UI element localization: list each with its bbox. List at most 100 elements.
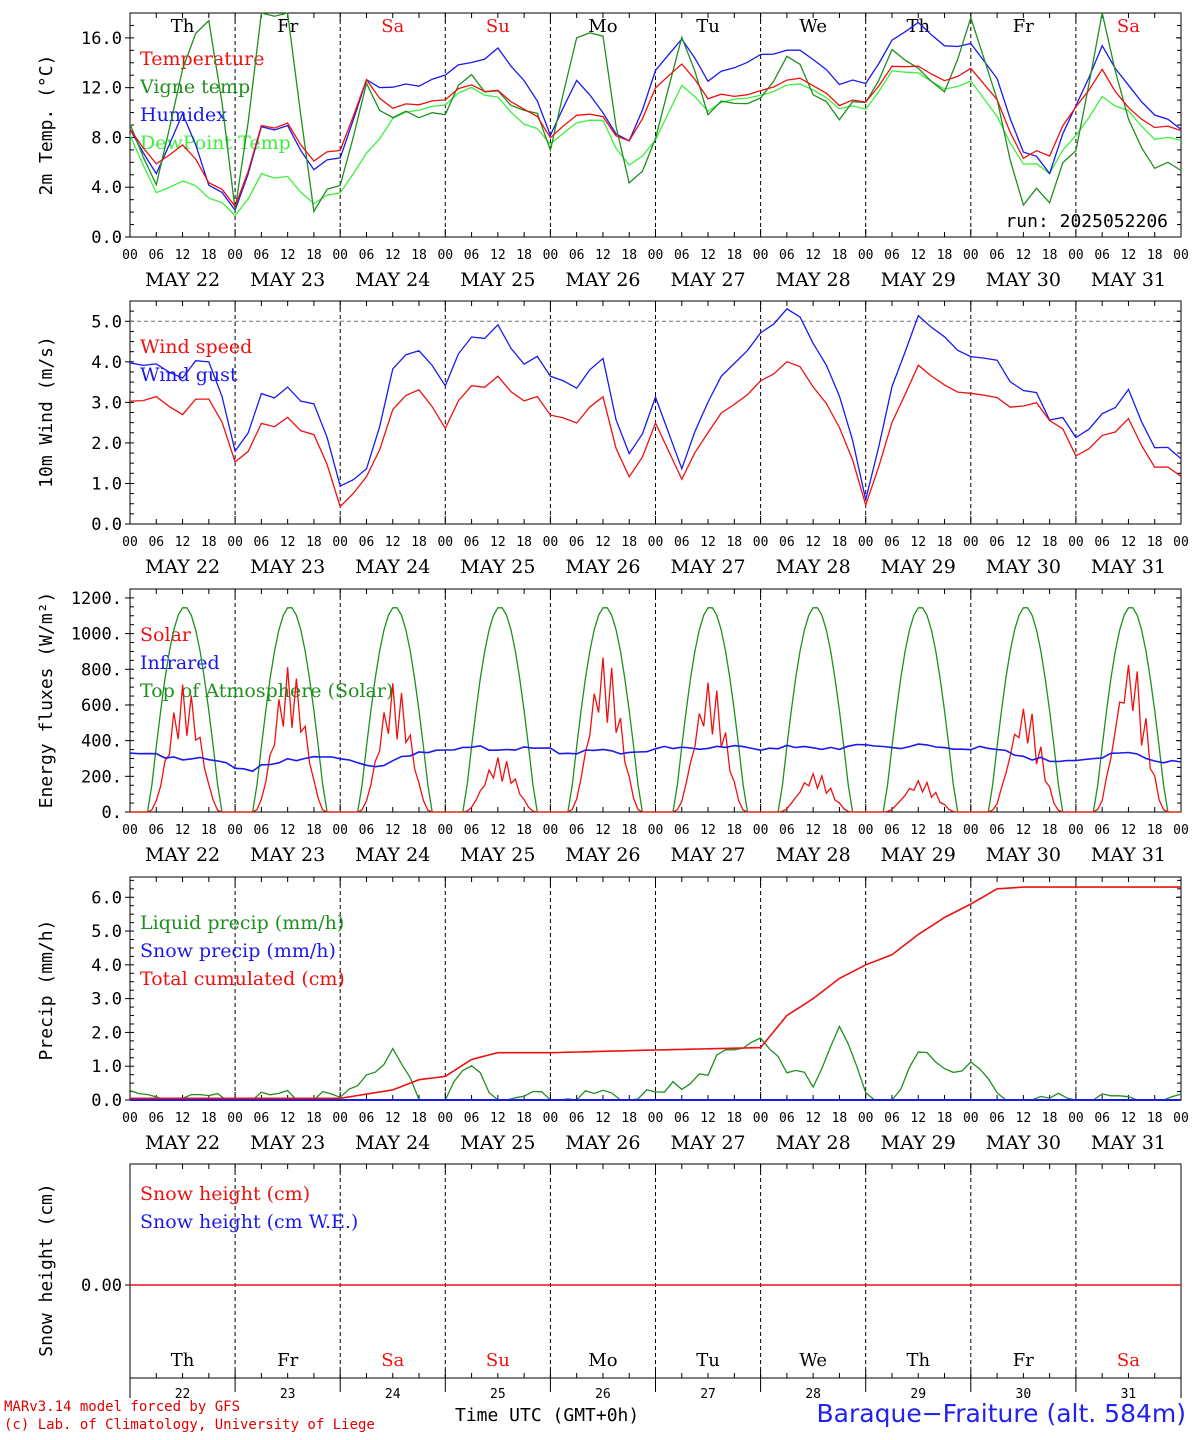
date-label: MAY 23 <box>250 844 325 866</box>
weekday-label: Su <box>486 16 510 37</box>
hour-tick-label: 00 <box>753 823 769 838</box>
date-label: MAY 28 <box>776 269 851 291</box>
y-tick-label: 600. <box>81 696 122 716</box>
date-label: MAY 22 <box>145 844 220 866</box>
hour-tick-label: 12 <box>1016 1111 1032 1126</box>
hour-tick-label: 12 <box>490 535 506 550</box>
series-line-humidex <box>129 21 1182 212</box>
weekday-label: Th <box>906 1350 930 1371</box>
legend-entry: Temperature <box>140 48 264 70</box>
hour-tick-label: 12 <box>490 248 506 263</box>
hour-tick-label: 00 <box>122 1111 138 1126</box>
date-label: MAY 26 <box>565 269 640 291</box>
hour-tick-label: 18 <box>1042 248 1058 263</box>
y-tick-label: 6.0 <box>91 888 122 908</box>
y-axis-label: Precip (mm/h) <box>36 920 57 1061</box>
y-axis-label: Snow height (cm) <box>36 1183 57 1356</box>
date-label: MAY 29 <box>881 1132 956 1154</box>
hour-tick-label: 06 <box>569 823 585 838</box>
date-label: MAY 25 <box>460 844 535 866</box>
day-number-label: 31 <box>1121 1387 1137 1402</box>
hour-tick-label: 18 <box>832 535 848 550</box>
hour-tick-label: 12 <box>910 1111 926 1126</box>
y-tick-label: 0.00 <box>81 1276 122 1296</box>
hour-tick-label: 06 <box>989 823 1005 838</box>
date-label: MAY 27 <box>670 844 745 866</box>
hour-tick-label: 18 <box>1147 1111 1163 1126</box>
date-label: MAY 30 <box>986 1132 1061 1154</box>
hour-tick-label: 12 <box>910 823 926 838</box>
legend-entry: Infrared <box>140 652 220 674</box>
y-tick-label: 4.0 <box>91 956 122 976</box>
panel-1: 0.0 4.0 8.0 12.0 16.0 2m Temp. (°C) 00 06 12 18 00… <box>36 12 1189 291</box>
legend-entry: Solar <box>140 624 192 646</box>
hour-tick-label: 00 <box>648 248 664 263</box>
y-tick-label: 1200. <box>71 589 122 609</box>
hour-tick-label: 00 <box>543 248 559 263</box>
legend-entry: Snow height (cm) <box>140 1183 310 1205</box>
series-line-infrared <box>129 743 1182 773</box>
y-tick-label: 2.0 <box>91 1023 122 1043</box>
hour-tick-label: 00 <box>227 535 243 550</box>
hour-tick-label: 12 <box>280 248 296 263</box>
hour-tick-label: 12 <box>490 1111 506 1126</box>
date-label: MAY 23 <box>250 269 325 291</box>
hour-tick-label: 12 <box>910 535 926 550</box>
hour-tick-label: 00 <box>227 248 243 263</box>
hour-tick-label: 06 <box>254 248 270 263</box>
date-label: MAY 31 <box>1091 269 1166 291</box>
hour-tick-label: 06 <box>254 1111 270 1126</box>
date-label: MAY 25 <box>460 269 535 291</box>
hour-tick-label: 12 <box>175 535 191 550</box>
weekday-label: We <box>799 16 827 37</box>
hour-tick-label: 00 <box>858 823 874 838</box>
day-number-label: 28 <box>805 1387 821 1402</box>
hour-tick-label: 18 <box>201 535 217 550</box>
y-tick-label: 400. <box>81 732 122 752</box>
hour-tick-label: 06 <box>884 248 900 263</box>
hour-tick-label: 00 <box>963 535 979 550</box>
hour-tick-label: 00 <box>122 535 138 550</box>
legend-entry: Vigne temp <box>139 76 250 98</box>
series-line-wind-gust <box>129 308 1182 500</box>
date-label: MAY 22 <box>145 269 220 291</box>
hour-tick-label: 12 <box>385 1111 401 1126</box>
hour-tick-label: 06 <box>989 1111 1005 1126</box>
hour-tick-label: 00 <box>332 535 348 550</box>
hour-tick-label: 06 <box>989 248 1005 263</box>
y-tick-label: 5.0 <box>91 312 122 332</box>
hour-tick-label: 12 <box>1121 823 1137 838</box>
hour-tick-label: 06 <box>989 535 1005 550</box>
location-title: Baraque−Fraiture (alt. 584m) <box>816 1399 1186 1428</box>
hour-tick-label: 12 <box>1121 1111 1137 1126</box>
date-label: MAY 23 <box>250 556 325 578</box>
model-credit: MARv3.14 model forced by GFS (c) Lab. of… <box>4 1398 375 1434</box>
hour-tick-label: 12 <box>595 823 611 838</box>
hour-tick-label: 00 <box>122 248 138 263</box>
hour-tick-label: 18 <box>201 1111 217 1126</box>
hour-tick-label: 00 <box>332 823 348 838</box>
hour-tick-label: 06 <box>464 823 480 838</box>
hour-tick-label: 00 <box>858 535 874 550</box>
hour-tick-label: 18 <box>937 1111 953 1126</box>
date-label: MAY 25 <box>460 1132 535 1154</box>
hour-tick-label: 00 <box>963 1111 979 1126</box>
day-number-label: 29 <box>910 1387 926 1402</box>
hour-tick-label: 06 <box>1094 535 1110 550</box>
date-label: MAY 24 <box>355 844 430 866</box>
hour-tick-label: 18 <box>1147 248 1163 263</box>
hour-tick-label: 00 <box>543 535 559 550</box>
hour-tick-label: 12 <box>910 248 926 263</box>
hour-tick-label: 12 <box>595 1111 611 1126</box>
hour-tick-label: 12 <box>175 823 191 838</box>
y-axis-label: 10m Wind (m/s) <box>36 336 57 488</box>
series-line-total-cumulated <box>130 886 1181 1100</box>
y-tick-label: 16.0 <box>81 29 122 49</box>
hour-tick-label: 06 <box>359 248 375 263</box>
date-label: MAY 28 <box>776 844 851 866</box>
hour-tick-label: 06 <box>674 1111 690 1126</box>
y-axis-label: Energy fluxes (W/m²) <box>36 592 57 809</box>
hour-tick-label: 18 <box>832 823 848 838</box>
hour-tick-label: 06 <box>779 1111 795 1126</box>
date-label: MAY 31 <box>1091 556 1166 578</box>
